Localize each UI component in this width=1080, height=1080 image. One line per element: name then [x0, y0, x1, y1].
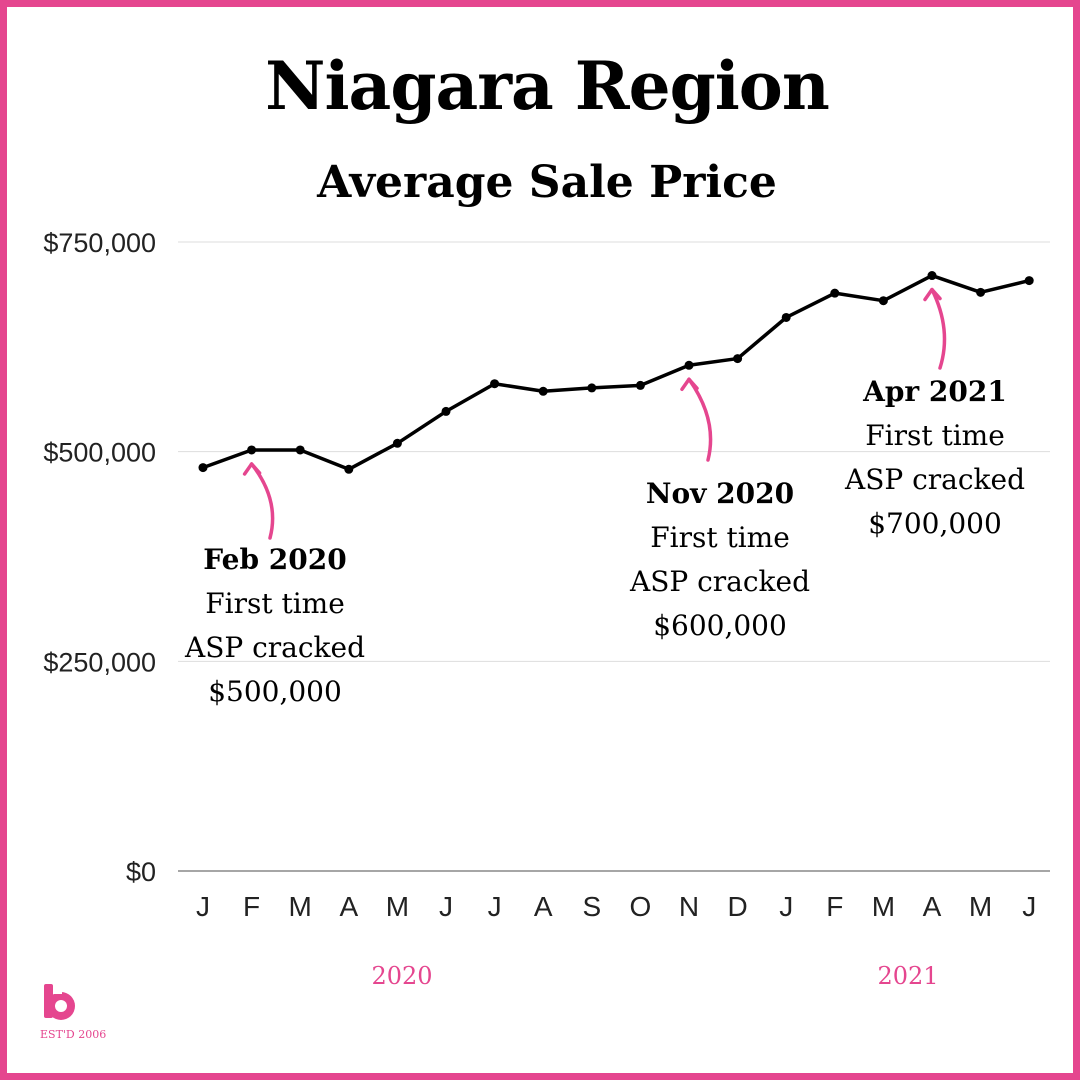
x-tick-label: J — [196, 891, 210, 922]
annotation-line: ASP cracked — [184, 631, 366, 664]
annotation-line: First time — [650, 521, 790, 554]
annotation-arrow — [249, 462, 275, 540]
data-point — [392, 438, 402, 448]
x-tick-label: A — [339, 891, 358, 922]
y-tick-label: $0 — [126, 857, 156, 887]
grid-lines — [178, 241, 1050, 872]
data-point — [344, 464, 354, 474]
annotation-feb-2020: Feb 2020 First time ASP cracked $500,000 — [145, 538, 405, 714]
data-point — [587, 383, 597, 393]
x-tick-label: A — [923, 891, 942, 922]
annotation-arrow — [687, 377, 713, 462]
annotation-arrow-head — [242, 462, 262, 476]
annotation-line: First time — [205, 587, 345, 620]
data-point — [684, 360, 694, 370]
chart-title: Niagara Region — [265, 47, 830, 125]
data-point — [295, 445, 305, 455]
x-tick-label: D — [727, 891, 747, 922]
x-tick-label: S — [582, 891, 601, 922]
annotation-apr-2021: Apr 2021 First time ASP cracked $700,000 — [805, 370, 1065, 546]
annotation-arrow-head — [923, 287, 942, 302]
y-tick-label: $500,000 — [43, 438, 156, 468]
data-point — [781, 312, 791, 322]
x-tick-label: F — [243, 891, 260, 922]
data-point — [490, 379, 500, 389]
data-point — [1024, 276, 1034, 286]
x-tick-label: O — [630, 891, 652, 922]
annotation-date: Apr 2021 — [863, 375, 1007, 408]
data-point — [198, 463, 208, 473]
data-point — [538, 386, 548, 396]
y-tick-label: $750,000 — [43, 228, 156, 258]
series-line-path — [202, 273, 1030, 472]
annotation-line: ASP cracked — [844, 463, 1026, 496]
brand-logo: EST'D 2006 — [40, 982, 110, 1041]
annotation-nov-2020: Nov 2020 First time ASP cracked $600,000 — [590, 472, 850, 648]
annotation-arrow-head — [680, 377, 699, 392]
x-tick-label: A — [534, 891, 553, 922]
chart-subtitle: Average Sale Price — [317, 157, 777, 208]
annotation-line: First time — [865, 419, 1005, 452]
y-tick-label: $250,000 — [43, 647, 156, 677]
data-point — [878, 296, 888, 306]
b-monogram-icon — [44, 984, 75, 1020]
logo-text: EST'D 2006 — [40, 1028, 107, 1041]
data-point — [247, 445, 257, 455]
x-tick-label: J — [488, 891, 502, 922]
annotation-date: Nov 2020 — [645, 477, 795, 510]
data-point — [441, 406, 451, 416]
annotation-date: Feb 2020 — [203, 543, 347, 576]
x-tick-label: J — [779, 891, 793, 922]
series-line — [198, 271, 1034, 474]
year-label: 2020 — [371, 962, 432, 990]
data-point — [927, 271, 937, 281]
data-point — [976, 287, 986, 297]
year-label: 2021 — [877, 962, 938, 990]
data-point — [830, 288, 840, 298]
annotation-value: $500,000 — [208, 675, 342, 708]
annotation-value: $700,000 — [868, 507, 1002, 540]
data-point — [733, 354, 743, 364]
year-labels: 2020 2021 — [371, 962, 938, 990]
x-tick-label: M — [289, 891, 312, 922]
x-tick-label: J — [1022, 891, 1036, 922]
annotation-arrow — [930, 287, 947, 370]
annotation-line: ASP cracked — [629, 565, 811, 598]
x-tick-label: N — [679, 891, 699, 922]
x-tick-label: J — [439, 891, 453, 922]
y-axis: $0 $250,000 $500,000 $750,000 — [43, 228, 156, 887]
annotation-arrows — [242, 287, 947, 540]
x-tick-label: F — [826, 891, 843, 922]
x-tick-label: M — [969, 891, 992, 922]
x-tick-label: M — [386, 891, 409, 922]
x-tick-label: M — [872, 891, 895, 922]
data-point — [635, 380, 645, 390]
annotation-value: $600,000 — [653, 609, 787, 642]
